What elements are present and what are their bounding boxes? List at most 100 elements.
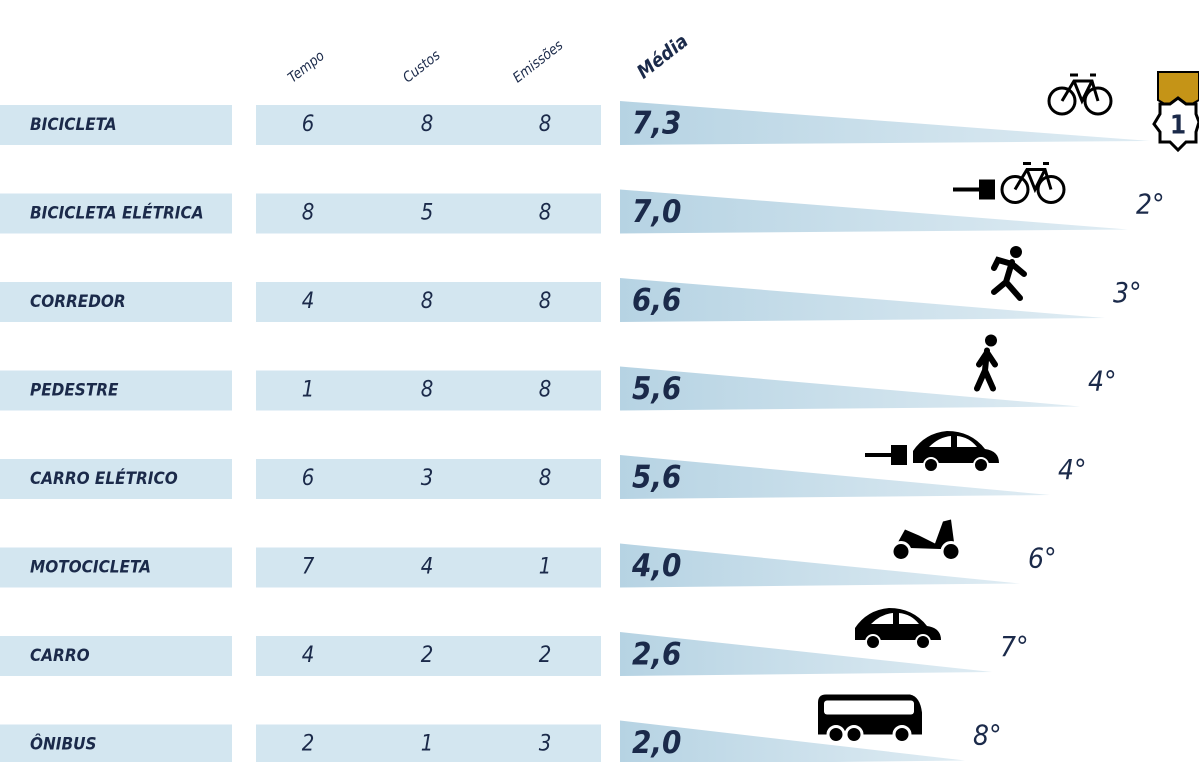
icon xyxy=(855,608,941,650)
rank: 4° xyxy=(1058,453,1087,486)
wheel xyxy=(892,725,912,744)
score-cell xyxy=(256,547,601,588)
tempo: 4 xyxy=(302,643,315,668)
wedge xyxy=(620,720,965,762)
tempo: 4 xyxy=(302,289,315,314)
emissoes: 8 xyxy=(539,378,552,403)
plug xyxy=(865,445,907,465)
wedge xyxy=(620,455,1050,499)
wheel xyxy=(890,541,912,562)
custos: 2 xyxy=(421,643,434,668)
custos: 8 xyxy=(421,112,434,137)
custos: 8 xyxy=(421,378,434,403)
head xyxy=(1010,246,1022,258)
wedge xyxy=(620,101,1150,145)
window xyxy=(929,436,977,447)
score-cell xyxy=(256,370,601,411)
name-cell xyxy=(0,724,232,762)
media: 7,3 xyxy=(632,106,681,142)
body xyxy=(855,608,941,640)
row-name: PEDESTRE xyxy=(30,381,119,401)
wheel xyxy=(844,725,864,744)
custos: 5 xyxy=(421,201,434,226)
wedge xyxy=(620,366,1080,411)
media: 2,6 xyxy=(632,637,681,673)
wedge xyxy=(620,632,992,676)
media: 7,0 xyxy=(632,194,681,230)
custos: 4 xyxy=(421,555,434,580)
row-name: BICICLETA xyxy=(30,115,117,135)
wheel xyxy=(973,457,989,473)
name-cell xyxy=(0,282,232,322)
window xyxy=(824,700,914,715)
name-cell xyxy=(0,547,232,588)
emissoes: 3 xyxy=(539,732,552,757)
row-name: BICICLETA ELÉTRICA xyxy=(30,202,204,224)
rank: 2° xyxy=(1136,188,1165,221)
icon xyxy=(818,694,922,744)
icon xyxy=(991,246,1027,301)
wheel xyxy=(826,725,846,744)
custos: 8 xyxy=(421,289,434,314)
body xyxy=(974,347,998,392)
body xyxy=(895,519,955,550)
rank: 6° xyxy=(1028,542,1057,575)
wheel xyxy=(1047,86,1077,116)
name-cell xyxy=(0,370,232,411)
wheel xyxy=(1000,175,1030,204)
icon xyxy=(974,334,998,392)
emissoes: 1 xyxy=(539,555,552,580)
wedge xyxy=(620,189,1128,234)
tempo: 8 xyxy=(302,201,315,226)
media: 6,6 xyxy=(632,283,681,319)
rank: 4° xyxy=(1088,365,1117,398)
wheel xyxy=(915,634,931,650)
wheel xyxy=(1083,86,1113,116)
media: 4,0 xyxy=(631,548,681,584)
frame xyxy=(1060,73,1100,105)
row-name: CARRO xyxy=(30,646,90,666)
body xyxy=(913,431,999,463)
header-emissoes: Emissões xyxy=(510,37,567,86)
head xyxy=(985,334,997,347)
header-media: Média xyxy=(633,30,692,83)
header-tempo: Tempo xyxy=(285,48,328,86)
wedge xyxy=(620,543,1020,588)
score-cell xyxy=(256,636,601,676)
tempo: 2 xyxy=(302,732,315,757)
rank: 3° xyxy=(1113,276,1142,309)
frame xyxy=(1013,162,1053,194)
name-cell xyxy=(0,105,232,145)
custos: 1 xyxy=(421,732,434,757)
tempo: 1 xyxy=(302,378,315,403)
wheel xyxy=(923,457,939,473)
score-cell xyxy=(256,193,601,234)
emissoes: 2 xyxy=(539,643,552,668)
icon xyxy=(890,519,962,562)
score-cell xyxy=(256,282,601,322)
score-cell xyxy=(256,105,601,145)
row-name: CORREDOR xyxy=(30,292,126,312)
icon xyxy=(865,431,999,473)
emissoes: 8 xyxy=(539,466,552,491)
emissoes: 8 xyxy=(539,201,552,226)
name-cell xyxy=(0,459,232,499)
wheel xyxy=(940,541,962,562)
medal xyxy=(1152,96,1199,153)
media: 2,0 xyxy=(632,725,681,761)
icon xyxy=(1047,73,1113,116)
rank: 7° xyxy=(1000,630,1029,663)
icon xyxy=(953,162,1066,204)
wedge xyxy=(620,278,1105,322)
media: 5,6 xyxy=(632,460,681,496)
wheel xyxy=(865,634,881,650)
row-name: CARRO ELÉTRICO xyxy=(30,467,178,489)
tempo: 6 xyxy=(302,112,315,137)
rank: 1 xyxy=(1170,111,1186,141)
header-custos: Custos xyxy=(400,47,444,86)
wheel xyxy=(1036,175,1066,204)
window xyxy=(871,613,919,624)
custos: 3 xyxy=(421,466,434,491)
name-cell xyxy=(0,193,232,234)
